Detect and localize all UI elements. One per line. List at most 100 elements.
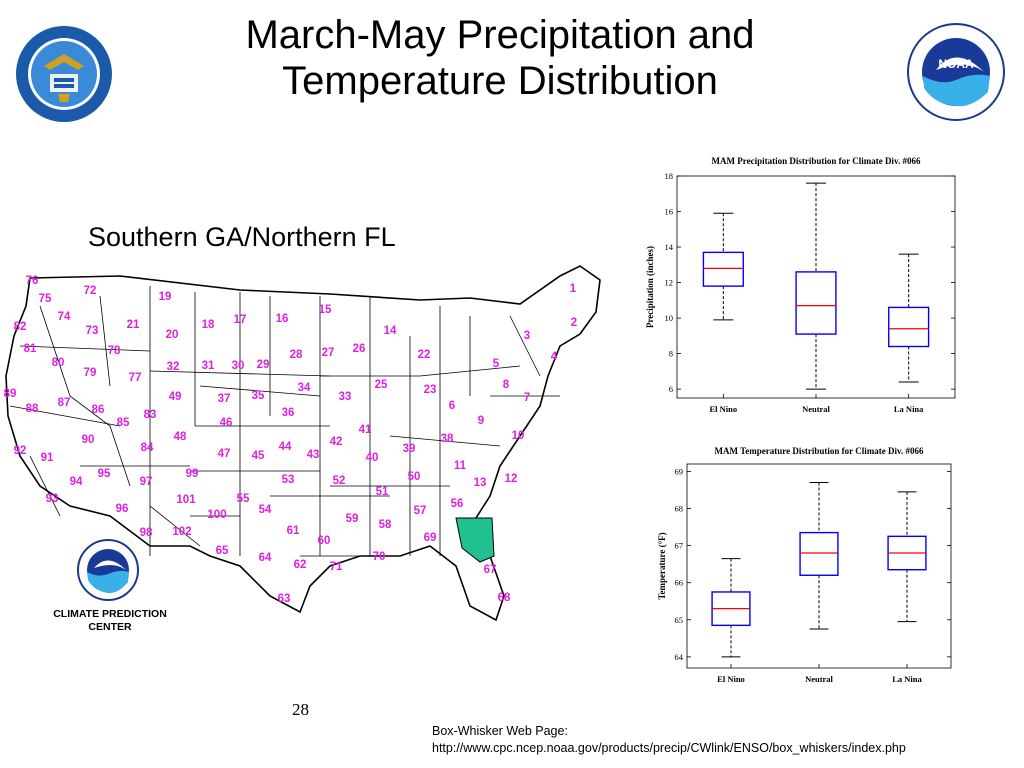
division-label: 19 [159, 291, 172, 303]
division-label: 38 [441, 433, 454, 445]
division-label: 40 [366, 452, 379, 464]
division-label: 16 [276, 313, 289, 325]
temperature-chart-svg: MAM Temperature Distribution for Climate… [657, 446, 952, 684]
division-label: 52 [333, 475, 346, 487]
division-label: 61 [287, 525, 300, 537]
division-label: 17 [234, 314, 247, 326]
division-label: 78 [108, 345, 121, 357]
division-label: 50 [408, 471, 421, 483]
division-label: 73 [86, 325, 99, 337]
division-label: 37 [218, 393, 231, 405]
y-tick-label: 12 [665, 278, 674, 288]
division-label: 32 [167, 361, 180, 373]
chart-title: MAM Precipitation Distribution for Clima… [712, 156, 921, 166]
y-tick-label: 8 [669, 349, 673, 359]
division-label: 13 [474, 477, 487, 489]
division-label: 95 [98, 468, 111, 480]
category-label: La Nina [894, 404, 924, 414]
division-label: 31 [202, 360, 215, 372]
division-label: 14 [384, 325, 397, 337]
y-tick-label: 6 [669, 384, 673, 394]
division-label: 56 [451, 498, 464, 510]
division-label: 39 [403, 443, 416, 455]
division-label: 9 [478, 415, 484, 427]
division-boundaries [9, 286, 560, 557]
box [888, 306, 930, 348]
division-label: 90 [82, 434, 95, 446]
division-label: 41 [359, 424, 372, 436]
division-label: 88 [26, 403, 39, 415]
category-label: El Nino [710, 404, 738, 414]
division-label: 44 [279, 441, 292, 453]
cpc-logo-text: CLIMATE PREDICTION CENTER [40, 608, 180, 634]
division-label: 57 [414, 505, 427, 517]
division-label: 81 [24, 343, 37, 355]
division-label: 18 [202, 319, 215, 331]
division-label: 58 [379, 519, 392, 531]
division-label: 80 [52, 357, 65, 369]
cpc-logo-icon [77, 539, 139, 601]
division-label: 33 [339, 391, 352, 403]
division-label: 89 [4, 388, 17, 400]
category-label: El Nino [717, 674, 745, 684]
division-label: 26 [353, 343, 366, 355]
category-label: Neutral [802, 404, 830, 414]
division-label: 98 [140, 527, 153, 539]
box [799, 531, 839, 576]
y-tick-label: 65 [675, 615, 684, 625]
division-label: 63 [278, 593, 291, 605]
division-label: 48 [174, 431, 187, 443]
division-label: 91 [41, 452, 54, 464]
y-axis-label: Temperature (°F) [657, 532, 667, 599]
division-label: 21 [127, 319, 140, 331]
y-tick-label: 68 [675, 504, 684, 514]
division-label: 79 [84, 367, 97, 379]
division-label: 68 [498, 592, 511, 604]
division-label: 28 [290, 349, 303, 361]
division-label: 67 [484, 564, 497, 576]
category-label: Neutral [805, 674, 833, 684]
noaa-seal-label: NOAA [938, 57, 974, 71]
precipitation-box-chart: MAM Precipitation Distribution for Clima… [643, 150, 963, 423]
commerce-seal-icon [16, 26, 112, 122]
box-whisker-link[interactable]: http://www.cpc.ncep.noaa.gov/products/pr… [432, 741, 906, 755]
division-label: 65 [216, 545, 229, 557]
box [795, 271, 837, 335]
division-label: 42 [330, 436, 343, 448]
division-label: 12 [505, 473, 518, 485]
temperature-box-chart: MAM Temperature Distribution for Climate… [655, 438, 955, 701]
division-label: 94 [70, 476, 83, 488]
division-label: 102 [172, 526, 191, 538]
region-label: Southern GA/Northern FL [88, 222, 396, 252]
division-label: 11 [454, 460, 467, 472]
division-label: 69 [424, 532, 437, 544]
division-label: 45 [252, 450, 265, 462]
division-label: 5 [493, 358, 500, 370]
division-label: 51 [376, 486, 389, 498]
division-label: 6 [449, 400, 455, 412]
division-label: 46 [220, 417, 233, 429]
cpc-line-1: CLIMATE PREDICTION [53, 608, 167, 620]
division-label: 59 [346, 513, 359, 525]
division-label: 4 [551, 351, 558, 363]
division-label: 74 [58, 311, 71, 323]
y-tick-label: 18 [665, 171, 674, 181]
division-label: 35 [252, 390, 265, 402]
division-label: 8 [503, 379, 510, 391]
division-label: 101 [176, 494, 196, 506]
y-tick-label: 67 [675, 541, 684, 551]
box [702, 251, 744, 287]
division-label: 76 [26, 275, 39, 287]
y-tick-label: 10 [665, 313, 674, 323]
y-tick-label: 64 [675, 652, 684, 662]
division-label: 99 [186, 468, 199, 480]
title-line-1: March-May Precipitation and [245, 13, 755, 57]
division-label: 97 [140, 476, 153, 488]
division-label: 3 [524, 330, 530, 342]
division-label: 27 [322, 347, 335, 359]
division-label: 34 [298, 382, 311, 394]
division-label: 96 [116, 503, 129, 515]
division-label: 20 [166, 329, 179, 341]
division-label: 72 [84, 285, 97, 297]
